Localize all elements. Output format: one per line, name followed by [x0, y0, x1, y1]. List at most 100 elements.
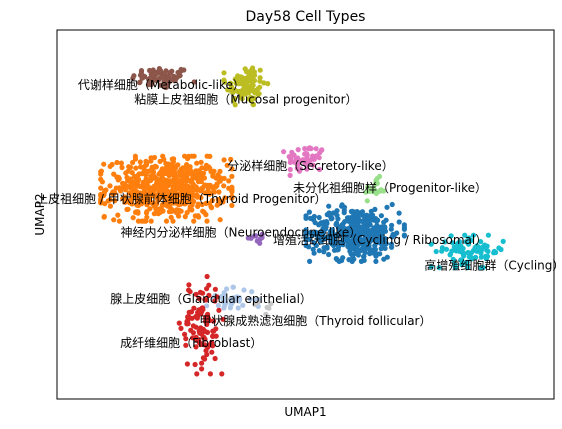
data-point [375, 218, 380, 223]
data-point [346, 219, 351, 224]
data-point [157, 66, 162, 71]
data-point [491, 250, 496, 255]
data-point [157, 178, 162, 183]
data-point [209, 350, 214, 355]
data-point [317, 248, 322, 253]
data-point [213, 185, 218, 190]
data-point [111, 217, 116, 222]
data-point [379, 224, 384, 229]
data-point [369, 214, 374, 219]
data-point [207, 154, 212, 159]
data-point [200, 307, 205, 312]
cluster-label: 分泌样细胞（Secretory-like） [227, 158, 393, 173]
data-point [194, 175, 199, 180]
data-point [150, 165, 155, 170]
data-point [448, 252, 453, 257]
data-point [192, 154, 197, 159]
data-point [498, 247, 503, 252]
data-point [389, 223, 394, 228]
cluster-label: 成纤维细胞（Fibroblast） [120, 336, 262, 350]
data-point [199, 361, 204, 366]
data-point [144, 210, 149, 215]
data-point [356, 252, 361, 257]
cluster-label: 代谢样细胞（Metabolic-like） [78, 77, 245, 92]
data-point [221, 70, 226, 75]
data-point [161, 157, 166, 162]
data-point [163, 171, 168, 176]
data-point [474, 249, 479, 254]
data-point [198, 176, 203, 181]
data-point [200, 185, 205, 190]
data-point [204, 352, 209, 357]
data-point [98, 177, 103, 182]
data-point [265, 81, 270, 86]
data-point [346, 257, 351, 262]
data-point [185, 210, 190, 215]
data-point [349, 209, 354, 214]
data-point [397, 219, 402, 224]
data-point [121, 185, 126, 190]
cluster-label: 增殖活跃细胞（Cycling / Ribosomal） [273, 232, 487, 247]
data-point [173, 185, 178, 190]
data-point [181, 166, 186, 171]
data-point [328, 213, 333, 218]
data-point [307, 210, 312, 215]
data-point [390, 202, 395, 207]
data-point [188, 164, 193, 169]
data-point [249, 75, 254, 80]
data-point [484, 248, 489, 253]
data-point [248, 68, 253, 73]
data-point [191, 330, 196, 335]
data-point [194, 168, 199, 173]
data-point [185, 314, 190, 319]
data-point [374, 251, 379, 256]
data-point [130, 160, 135, 165]
data-point [102, 215, 107, 220]
data-point [114, 160, 119, 165]
data-point [125, 178, 130, 183]
data-point [205, 330, 210, 335]
data-point [193, 362, 198, 367]
data-point [307, 259, 312, 264]
data-point [155, 207, 160, 212]
data-point [172, 170, 177, 175]
x-axis-label: UMAP1 [284, 405, 326, 419]
data-point [199, 366, 204, 371]
cluster-label: 高增殖细胞群（Cycling） [424, 258, 562, 273]
data-point [178, 326, 183, 331]
data-point [196, 213, 201, 218]
data-point [434, 249, 439, 254]
data-point [185, 361, 190, 366]
data-point [147, 68, 152, 73]
data-point [138, 159, 143, 164]
data-point [385, 255, 390, 260]
data-point [164, 219, 169, 224]
data-point [360, 209, 365, 214]
chart-title: Day58 Cell Types [246, 9, 366, 25]
data-point [167, 168, 172, 173]
data-point [136, 219, 141, 224]
data-point [177, 169, 182, 174]
data-point [101, 162, 106, 167]
data-point [356, 248, 361, 253]
data-point [169, 207, 174, 212]
data-point [107, 183, 112, 188]
data-point [218, 217, 223, 222]
data-point [117, 176, 122, 181]
data-point [126, 169, 131, 174]
data-point [304, 151, 309, 156]
data-point [202, 210, 207, 215]
data-point [221, 183, 226, 188]
data-point [340, 202, 345, 207]
data-point [311, 247, 316, 252]
data-point [128, 183, 133, 188]
data-point [149, 219, 154, 224]
data-point [250, 82, 255, 87]
data-point [166, 182, 171, 187]
data-point [119, 161, 124, 166]
data-point [228, 305, 233, 310]
data-point [143, 219, 148, 224]
data-point [296, 147, 301, 152]
data-point [229, 187, 234, 192]
data-point [365, 198, 370, 203]
